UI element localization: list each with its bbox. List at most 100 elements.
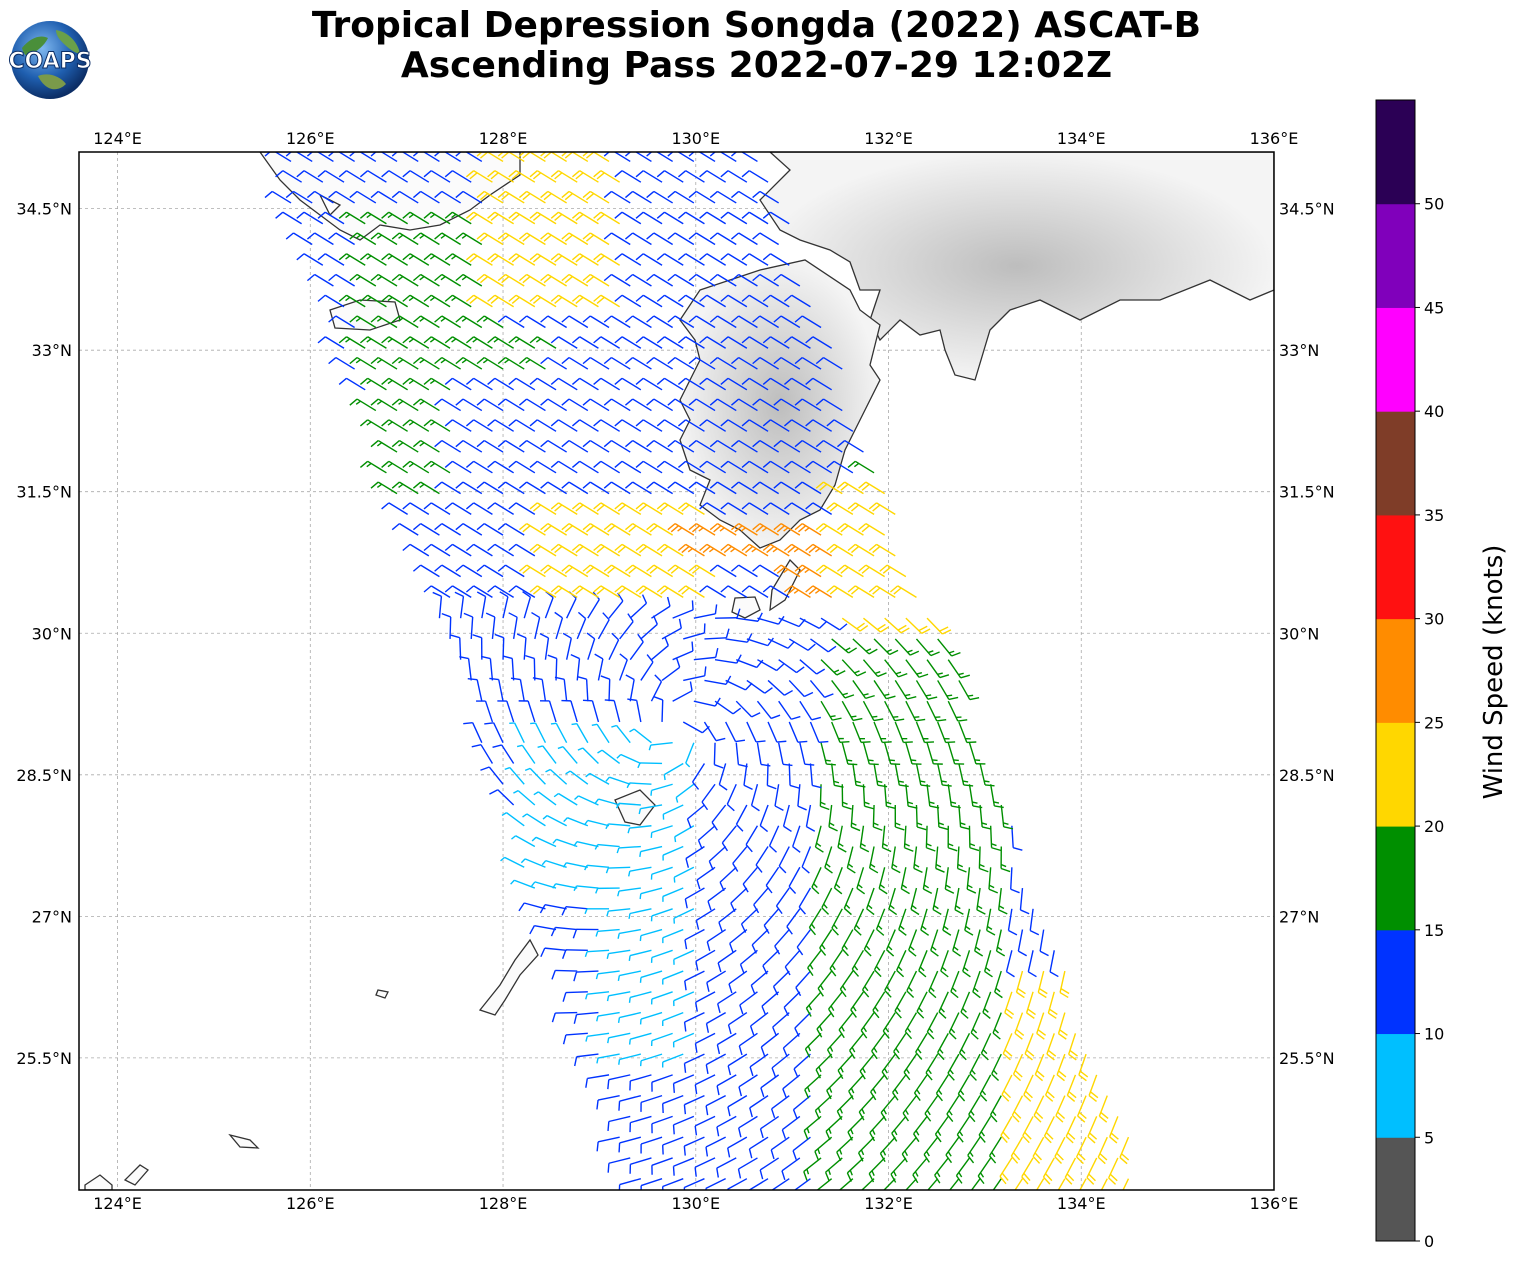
barb-flag xyxy=(980,1052,989,1061)
barb-flag xyxy=(1046,1090,1055,1099)
barb-flag xyxy=(1068,1091,1077,1099)
wind-barb xyxy=(704,675,732,685)
barb-shaft xyxy=(755,846,769,866)
barb-flag xyxy=(913,1092,921,1101)
wind-barb xyxy=(359,336,387,349)
barb-flag xyxy=(635,460,644,468)
barb-shaft xyxy=(587,864,610,868)
barb-shaft xyxy=(517,790,536,806)
wind-barb xyxy=(582,273,610,287)
wind-barb xyxy=(1064,1157,1077,1185)
barb-shaft xyxy=(491,616,496,639)
barb-shaft xyxy=(587,819,610,827)
wind-barb xyxy=(349,152,377,163)
wind-barb xyxy=(746,721,766,743)
wind-barb xyxy=(595,928,620,937)
wind-barb xyxy=(381,377,408,391)
colorbar-tick-label: 30 xyxy=(1424,610,1444,629)
barb-shaft xyxy=(621,419,642,432)
barb-shaft xyxy=(473,377,493,391)
wind-barb xyxy=(531,881,557,889)
barb-flag xyxy=(434,232,443,240)
barb-flag xyxy=(773,523,782,531)
barb-flag xyxy=(667,398,676,406)
barb-flag xyxy=(913,867,923,874)
wind-barb xyxy=(359,170,387,183)
wind-barb xyxy=(820,617,848,631)
barb-half-flag xyxy=(948,1193,951,1198)
wind-barb xyxy=(577,747,599,764)
wind-barb xyxy=(328,315,355,329)
barb-half-flag xyxy=(595,973,599,980)
barb-half-flag xyxy=(971,1069,976,1075)
wind-barb xyxy=(908,929,918,957)
barb-shaft xyxy=(480,744,494,764)
wind-barb xyxy=(831,908,843,936)
barb-flag xyxy=(709,440,718,448)
barb-shaft xyxy=(608,1074,631,1081)
barb-flag xyxy=(666,596,671,607)
barb-half-flag xyxy=(914,863,920,868)
wind-barb xyxy=(746,679,773,694)
barb-flag xyxy=(1109,1173,1118,1182)
barb-half-flag xyxy=(951,987,957,993)
wind-barb xyxy=(402,170,430,183)
wind-barb xyxy=(650,825,673,838)
barb-flag xyxy=(570,654,580,660)
barb-flag xyxy=(734,525,743,533)
longitude-labels-bottom: 124°E 126°E 128°E 130°E 132°E 134°E 136°E xyxy=(93,1194,1298,1213)
barb-flag xyxy=(891,867,901,874)
wind-barb xyxy=(684,970,705,991)
barb-flag xyxy=(1022,1135,1030,1144)
barb-flag xyxy=(886,805,896,810)
wind-barb xyxy=(1017,929,1027,957)
wind-barb xyxy=(770,1095,790,1119)
barb-flag xyxy=(819,525,828,533)
wind-barb xyxy=(646,564,674,578)
barb-half-flag xyxy=(574,795,579,801)
barb-shaft xyxy=(749,1095,769,1109)
barb-half-flag xyxy=(991,843,997,847)
barb-flag xyxy=(624,564,634,572)
barb-shaft xyxy=(619,1136,642,1144)
wind-barb xyxy=(508,419,536,432)
wind-barb xyxy=(693,604,718,619)
wind-barb xyxy=(699,585,727,598)
barb-flag xyxy=(957,719,968,722)
wind-barb xyxy=(561,315,589,329)
wind-barb xyxy=(932,887,942,915)
barb-shaft xyxy=(629,679,635,702)
barb-shaft xyxy=(738,481,758,495)
barb-flag xyxy=(877,623,886,631)
barb-flag xyxy=(624,357,634,365)
wind-barb xyxy=(918,950,928,978)
barb-flag xyxy=(688,152,695,157)
barb-half-flag xyxy=(893,1129,898,1136)
wind-barb xyxy=(828,991,843,1018)
wind-barb xyxy=(1075,1136,1087,1165)
wind-barb xyxy=(977,1157,992,1185)
wind-barb xyxy=(656,502,684,515)
barb-flag xyxy=(614,543,623,552)
barb-flag xyxy=(635,294,644,302)
barb-half-flag xyxy=(983,1008,989,1013)
barb-flag xyxy=(853,928,862,936)
barb-flag xyxy=(550,927,556,937)
barb-shaft xyxy=(664,211,684,225)
barb-shaft xyxy=(861,1178,875,1190)
wind-barb xyxy=(815,356,843,370)
barb-flag xyxy=(635,253,644,261)
barb-shaft xyxy=(608,949,631,955)
barb-flag xyxy=(656,460,665,468)
barb-flag xyxy=(745,844,753,853)
barb-flag xyxy=(741,170,750,178)
wind-barb xyxy=(487,502,514,515)
barb-shaft xyxy=(494,460,514,474)
barb-flag xyxy=(908,949,917,957)
barb-flag xyxy=(497,190,506,199)
barb-flag xyxy=(603,315,612,323)
barb-flag xyxy=(732,863,739,872)
barb-flag xyxy=(898,672,908,678)
barb-half-flag xyxy=(617,890,620,897)
barb-flag xyxy=(859,624,869,632)
